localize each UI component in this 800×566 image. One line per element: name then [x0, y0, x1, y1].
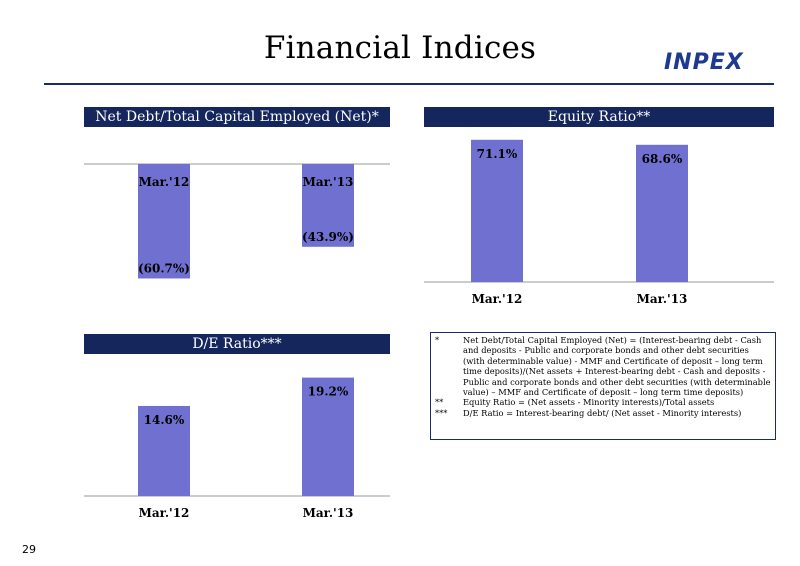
data-label: (60.7%)	[138, 261, 190, 275]
bar	[471, 139, 523, 282]
de-ratio-chart-title: D/E Ratio***	[84, 334, 390, 354]
category-label: Mar.'13	[303, 506, 354, 520]
note-item: *** D/E Ratio = Interest-bearing debt/ (…	[435, 408, 771, 418]
category-label: Mar.'12	[139, 506, 190, 520]
note-marker: *	[435, 335, 440, 345]
equity-ratio-chart-title: Equity Ratio**	[424, 107, 774, 127]
category-label: Mar.'13	[303, 175, 354, 189]
page-number: 29	[22, 543, 36, 556]
note-text: D/E Ratio = Interest-bearing debt/ (Net …	[463, 407, 742, 418]
category-label: Mar.'12	[472, 292, 523, 306]
page-title: Financial Indices	[263, 30, 537, 66]
bar	[636, 144, 688, 282]
data-label: 14.6%	[144, 413, 185, 427]
category-label: Mar.'13	[637, 292, 688, 306]
bar	[138, 405, 190, 496]
de-ratio-chart: 14.6% Mar.'12 19.2% Mar.'13	[84, 377, 390, 520]
bar	[302, 164, 354, 247]
note-marker: ***	[435, 407, 448, 418]
data-label: 19.2%	[308, 385, 349, 399]
data-label: (43.9%)	[302, 230, 354, 244]
category-label: Mar.'12	[139, 175, 190, 189]
net-debt-chart-title: Net Debt/Total Capital Employed (Net)*	[84, 107, 390, 127]
equity-ratio-chart: 71.1% Mar.'12 68.6% Mar.'13	[424, 139, 774, 306]
note-text: Net Debt/Total Capital Employed (Net) = …	[463, 335, 771, 398]
bar	[138, 164, 190, 279]
note-item: * Net Debt/Total Capital Employed (Net) …	[435, 335, 771, 397]
net-debt-chart: Mar.'12 (60.7%) Mar.'13 (43.9%)	[84, 163, 390, 279]
inpex-logo: INPEX	[664, 50, 744, 75]
data-label: 71.1%	[477, 147, 518, 161]
note-marker: **	[435, 397, 444, 408]
data-label: 68.6%	[642, 152, 683, 166]
note-text: Equity Ratio = (Net assets - Minority in…	[463, 397, 715, 408]
title-rule	[44, 83, 774, 85]
definitions-note-box: * Net Debt/Total Capital Employed (Net) …	[430, 332, 776, 440]
bar	[302, 377, 354, 496]
note-item: ** Equity Ratio = (Net assets - Minority…	[435, 397, 771, 407]
